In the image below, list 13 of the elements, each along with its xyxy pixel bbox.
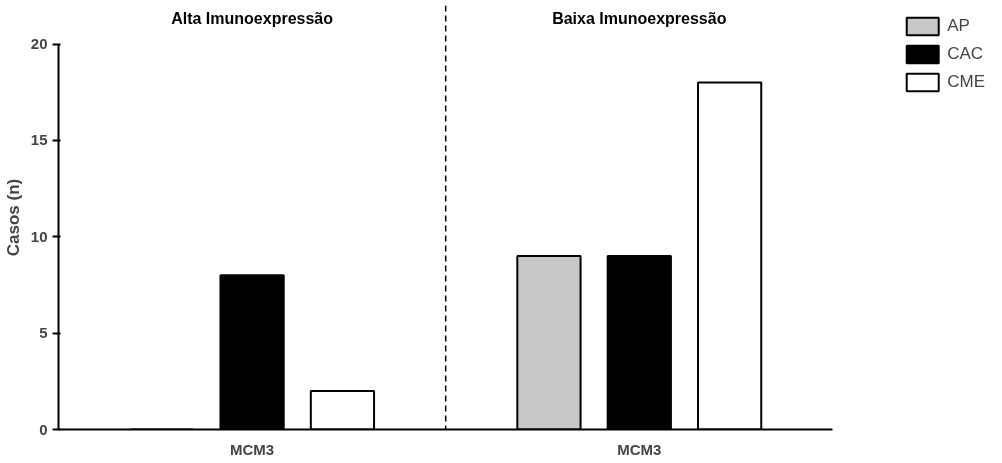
x-tick-label: MCM3 xyxy=(617,440,662,458)
y-tick-label: 15 xyxy=(30,131,48,149)
y-tick-label: 0 xyxy=(39,420,48,438)
y-tick-label: 20 xyxy=(30,35,48,53)
text: Baixa Imunoexpressão xyxy=(552,10,727,28)
x-tick-label: MCM3 xyxy=(230,440,275,458)
y-axis-title: Casos (n) xyxy=(3,178,23,257)
legend-label: CME xyxy=(947,72,985,92)
y-tick-label: 5 xyxy=(39,324,48,342)
text: Alta Imunoexpressão xyxy=(171,10,334,28)
legend-label: CAC xyxy=(947,44,984,64)
y-tick-label: 10 xyxy=(30,227,48,245)
legend-label: AP xyxy=(947,16,970,36)
